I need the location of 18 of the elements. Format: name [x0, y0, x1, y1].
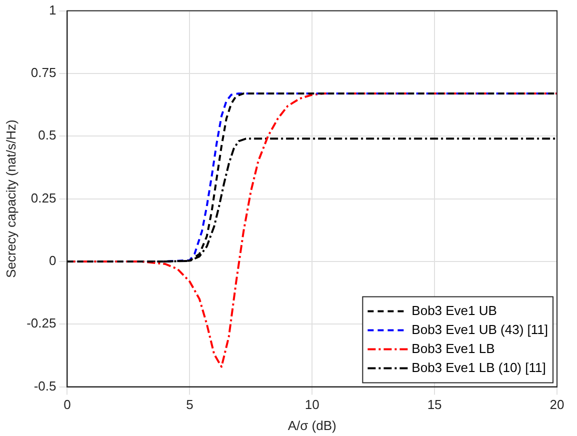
y-tick-label: 0.5 — [38, 128, 56, 143]
x-tick-label: 20 — [550, 397, 564, 412]
x-tick-label: 0 — [64, 397, 71, 412]
y-tick-label: -0.25 — [26, 316, 56, 331]
y-axis-title: Secrecy capacity (nat/s/Hz) — [3, 120, 18, 278]
x-axis-title: A/σ (dB) — [288, 418, 336, 433]
y-tick-label: 1 — [48, 2, 56, 18]
legend-label: Bob3 Eve1 LB — [412, 340, 495, 356]
legend-label: Bob3 Eve1 UB — [412, 302, 497, 318]
legend-label: Bob3 Eve1 LB (10) [11] — [412, 360, 546, 375]
x-tick-label: 5 — [186, 397, 194, 412]
y-tick-label: 0.25 — [30, 190, 56, 206]
x-tick-label: 15 — [427, 397, 442, 412]
y-tick-label: -0.5 — [34, 378, 56, 394]
legend-label: Bob3 Eve1 UB (43) [11] — [412, 322, 548, 337]
y-tick-label: 0.75 — [30, 65, 56, 80]
y-tick-label: 0 — [48, 253, 56, 268]
x-tick-label: 10 — [304, 397, 320, 412]
